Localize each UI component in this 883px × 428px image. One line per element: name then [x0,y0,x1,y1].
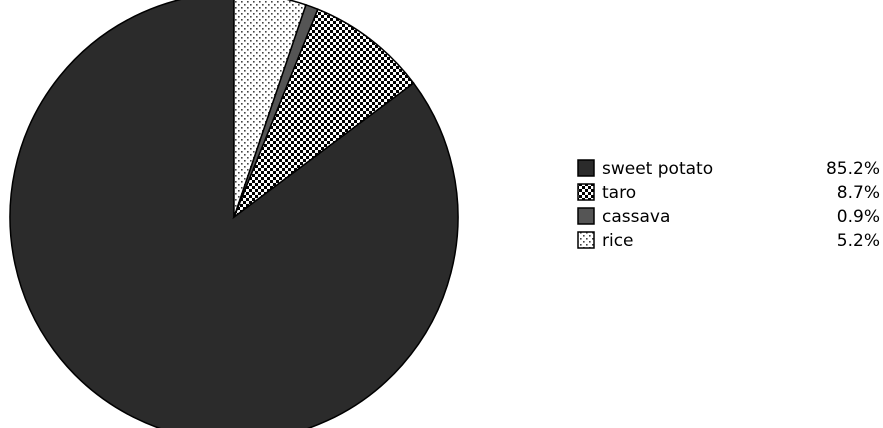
legend-swatch-sweet-potato [577,159,595,177]
legend-label-sweet-potato: sweet potato [602,159,713,179]
pie-slices [9,0,459,428]
legend-value-cassava: 0.9% [837,207,880,227]
legend-swatch-taro [577,183,595,201]
legend-value-taro: 8.7% [837,183,880,203]
legend-swatch-rice [577,231,595,249]
legend-label-taro: taro [602,183,636,203]
pie-slice-sweet-potato [9,0,459,428]
legend-value-sweet-potato: 85.2% [826,159,880,179]
pie-slice-taro [232,8,415,220]
legend-swatch-cassava [577,207,595,225]
legend: sweet potato 85.2% taro 8.7% cassava 0.9% rice… [577,159,880,251]
legend-label-rice: rice [602,231,634,251]
pie-slice-rice [233,0,307,218]
legend-label-cassava: cassava [602,207,670,227]
legend-value-rice: 5.2% [837,231,880,251]
